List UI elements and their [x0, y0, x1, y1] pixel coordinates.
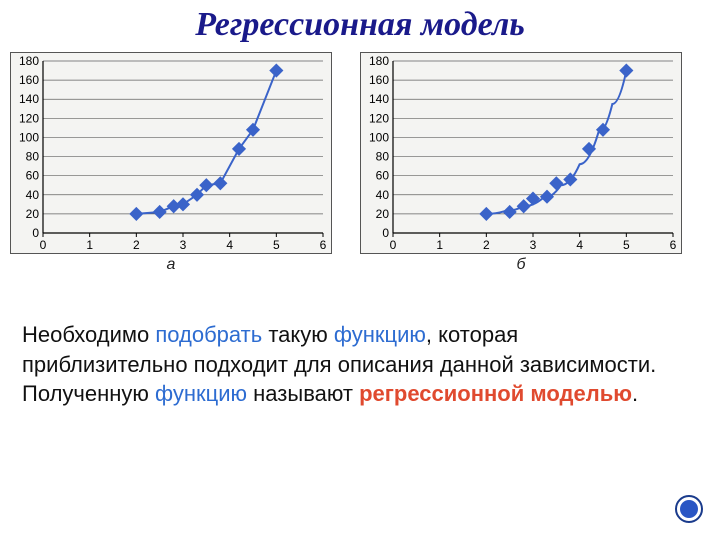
- svg-text:5: 5: [273, 238, 280, 252]
- svg-text:0: 0: [390, 238, 397, 252]
- svg-text:20: 20: [26, 207, 40, 221]
- svg-text:0: 0: [32, 226, 39, 240]
- svg-text:140: 140: [19, 92, 39, 106]
- paragraph-2: Полученную функцию называют регрессионно…: [22, 379, 682, 409]
- svg-text:60: 60: [376, 169, 390, 183]
- corner-badge-icon: [674, 494, 704, 524]
- svg-text:0: 0: [382, 226, 389, 240]
- body-text: Необходимо подобрать такую функцию, кото…: [22, 320, 682, 409]
- svg-text:100: 100: [19, 130, 39, 144]
- chart-b-plot: 0123456020406080100120140160180: [360, 52, 682, 254]
- p1-d-highlight: функцию: [334, 322, 426, 347]
- svg-text:120: 120: [19, 111, 39, 125]
- p2-a: Полученную: [22, 381, 155, 406]
- svg-text:5: 5: [623, 238, 630, 252]
- svg-text:1: 1: [436, 238, 443, 252]
- p2-e: .: [632, 381, 638, 406]
- svg-text:3: 3: [180, 238, 187, 252]
- chart-panel-a: 0123456020406080100120140160180 а: [10, 52, 332, 274]
- svg-text:6: 6: [670, 238, 677, 252]
- svg-text:3: 3: [530, 238, 537, 252]
- p1-a: Необходимо: [22, 322, 155, 347]
- svg-text:4: 4: [226, 238, 233, 252]
- svg-text:100: 100: [369, 130, 389, 144]
- svg-text:2: 2: [483, 238, 490, 252]
- chart-a-label: а: [10, 256, 332, 274]
- p1-b-highlight: подобрать: [155, 322, 262, 347]
- p2-b-highlight: функцию: [155, 381, 247, 406]
- svg-text:6: 6: [320, 238, 327, 252]
- paragraph-1: Необходимо подобрать такую функцию, кото…: [22, 320, 682, 379]
- svg-text:120: 120: [369, 111, 389, 125]
- svg-text:4: 4: [576, 238, 583, 252]
- svg-text:80: 80: [26, 150, 40, 164]
- svg-text:180: 180: [369, 54, 389, 68]
- svg-text:180: 180: [19, 54, 39, 68]
- svg-text:40: 40: [26, 188, 40, 202]
- svg-text:40: 40: [376, 188, 390, 202]
- svg-text:160: 160: [19, 73, 39, 87]
- chart-a-plot: 0123456020406080100120140160180: [10, 52, 332, 254]
- chart-panel-b: 0123456020406080100120140160180 б: [360, 52, 682, 274]
- p1-c: такую: [262, 322, 334, 347]
- svg-text:60: 60: [26, 169, 40, 183]
- page-title: Регрессионная модель: [0, 0, 720, 44]
- chart-b-label: б: [360, 256, 682, 274]
- svg-text:1: 1: [86, 238, 93, 252]
- svg-text:0: 0: [40, 238, 47, 252]
- svg-text:20: 20: [376, 207, 390, 221]
- svg-text:80: 80: [376, 150, 390, 164]
- svg-text:2: 2: [133, 238, 140, 252]
- svg-text:160: 160: [369, 73, 389, 87]
- svg-text:140: 140: [369, 92, 389, 106]
- p2-d-regress: регрессионной моделью: [359, 381, 632, 406]
- charts-row: 0123456020406080100120140160180 а 012345…: [0, 44, 720, 274]
- p2-c: называют: [247, 381, 359, 406]
